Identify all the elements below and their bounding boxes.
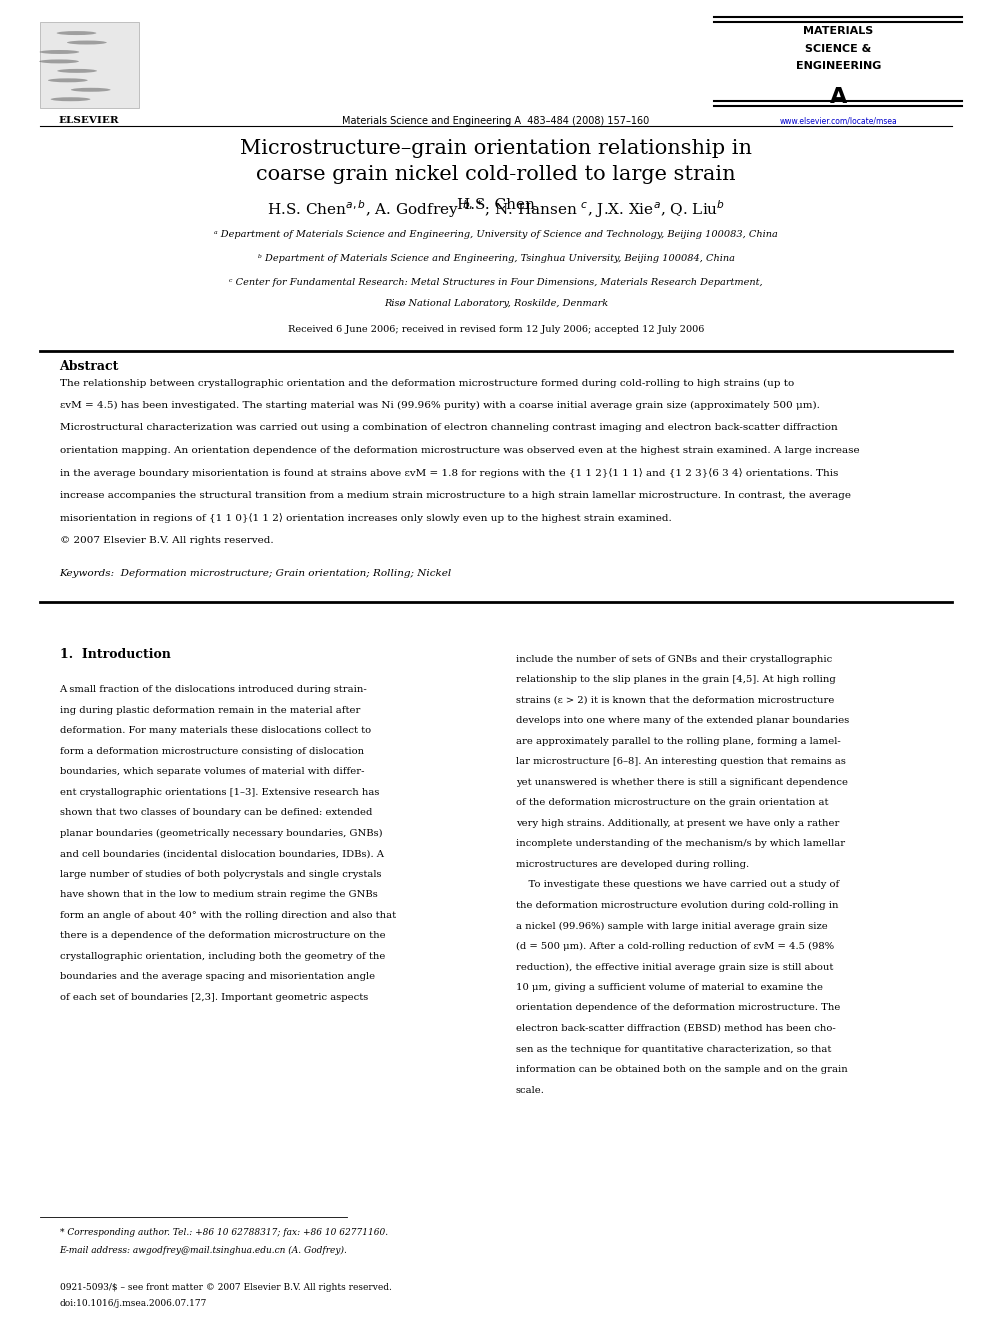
Text: Materials Science and Engineering A  483–484 (2008) 157–160: Materials Science and Engineering A 483–…	[342, 116, 650, 127]
Text: boundaries, which separate volumes of material with differ-: boundaries, which separate volumes of ma…	[60, 767, 364, 777]
Text: develops into one where many of the extended planar boundaries: develops into one where many of the exte…	[516, 717, 849, 725]
Text: and cell boundaries (incidental dislocation boundaries, IDBs). A: and cell boundaries (incidental dislocat…	[60, 849, 384, 859]
Text: ENGINEERING: ENGINEERING	[796, 61, 881, 71]
Text: microstructures are developed during rolling.: microstructures are developed during rol…	[516, 860, 749, 869]
Text: the deformation microstructure evolution during cold-rolling in: the deformation microstructure evolution…	[516, 901, 838, 910]
Text: strains (ε > 2) it is known that the deformation microstructure: strains (ε > 2) it is known that the def…	[516, 696, 834, 705]
FancyBboxPatch shape	[40, 22, 139, 108]
Text: Received 6 June 2006; received in revised form 12 July 2006; accepted 12 July 20: Received 6 June 2006; received in revise…	[288, 325, 704, 335]
Text: E-mail address: awgodfrey@mail.tsinghua.edu.cn (A. Godfrey).: E-mail address: awgodfrey@mail.tsinghua.…	[60, 1246, 347, 1256]
Text: shown that two classes of boundary can be defined: extended: shown that two classes of boundary can b…	[60, 808, 372, 818]
Text: 10 μm, giving a sufficient volume of material to examine the: 10 μm, giving a sufficient volume of mat…	[516, 983, 822, 992]
Text: orientation dependence of the deformation microstructure. The: orientation dependence of the deformatio…	[516, 1004, 840, 1012]
Text: (d = 500 μm). After a cold-rolling reduction of εvM = 4.5 (98%: (d = 500 μm). After a cold-rolling reduc…	[516, 942, 834, 951]
Text: form a deformation microstructure consisting of dislocation: form a deformation microstructure consis…	[60, 747, 364, 755]
Text: Keywords:  Deformation microstructure; Grain orientation; Rolling; Nickel: Keywords: Deformation microstructure; Gr…	[60, 569, 451, 578]
Text: reduction), the effective initial average grain size is still about: reduction), the effective initial averag…	[516, 963, 833, 971]
Ellipse shape	[50, 30, 89, 36]
Text: yet unanswered is whether there is still a significant dependence: yet unanswered is whether there is still…	[516, 778, 848, 787]
Text: increase accompanies the structural transition from a medium strain microstructu: increase accompanies the structural tran…	[60, 491, 850, 500]
Text: there is a dependence of the deformation microstructure on the: there is a dependence of the deformation…	[60, 931, 385, 941]
Text: εvM = 4.5) has been investigated. The starting material was Ni (99.96% purity) w: εvM = 4.5) has been investigated. The st…	[60, 401, 819, 410]
Text: The relationship between crystallographic orientation and the deformation micros: The relationship between crystallographi…	[60, 378, 794, 388]
Text: very high strains. Additionally, at present we have only a rather: very high strains. Additionally, at pres…	[516, 819, 839, 828]
Text: sen as the technique for quantitative characterization, so that: sen as the technique for quantitative ch…	[516, 1045, 831, 1053]
Text: ing during plastic deformation remain in the material after: ing during plastic deformation remain in…	[60, 706, 360, 714]
Text: misorientation in regions of {1 1 0}⟨1 1 2⟩ orientation increases only slowly ev: misorientation in regions of {1 1 0}⟨1 1…	[60, 513, 672, 523]
Text: information can be obtained both on the sample and on the grain: information can be obtained both on the …	[516, 1065, 847, 1074]
Text: are approximately parallel to the rolling plane, forming a lamel-: are approximately parallel to the rollin…	[516, 737, 840, 746]
Text: relationship to the slip planes in the grain [4,5]. At high rolling: relationship to the slip planes in the g…	[516, 676, 835, 684]
Text: 0921-5093/$ – see front matter © 2007 Elsevier B.V. All rights reserved.: 0921-5093/$ – see front matter © 2007 El…	[60, 1283, 392, 1293]
Text: A small fraction of the dislocations introduced during strain-: A small fraction of the dislocations int…	[60, 685, 367, 695]
Ellipse shape	[70, 60, 110, 64]
Text: Risø National Laboratory, Roskilde, Denmark: Risø National Laboratory, Roskilde, Denm…	[384, 299, 608, 308]
Text: electron back-scatter diffraction (EBSD) method has been cho-: electron back-scatter diffraction (EBSD)…	[516, 1024, 835, 1033]
Text: scale.: scale.	[516, 1086, 545, 1094]
Text: Microstructure–grain orientation relationship in: Microstructure–grain orientation relatio…	[240, 139, 752, 157]
Text: SCIENCE &: SCIENCE &	[806, 44, 871, 54]
Ellipse shape	[53, 50, 92, 54]
Text: of each set of boundaries [2,3]. Important geometric aspects: of each set of boundaries [2,3]. Importa…	[60, 994, 368, 1002]
Text: crystallographic orientation, including both the geometry of the: crystallographic orientation, including …	[60, 953, 385, 960]
Text: H.S. Chen$^{a,b}$, A. Godfrey $^{b,*}$, N. Hansen $^{c}$, J.X. Xie$^{a}$, Q. Liu: H.S. Chen$^{a,b}$, A. Godfrey $^{b,*}$, …	[267, 198, 725, 220]
Text: A: A	[829, 87, 847, 107]
Text: orientation mapping. An orientation dependence of the deformation microstructure: orientation mapping. An orientation depe…	[60, 446, 859, 455]
Text: Abstract: Abstract	[60, 360, 119, 373]
Text: lar microstructure [6–8]. An interesting question that remains as: lar microstructure [6–8]. An interesting…	[516, 758, 846, 766]
Text: ent crystallographic orientations [1–3]. Extensive research has: ent crystallographic orientations [1–3].…	[60, 789, 379, 796]
Text: doi:10.1016/j.msea.2006.07.177: doi:10.1016/j.msea.2006.07.177	[60, 1299, 207, 1308]
Text: in the average boundary misorientation is found at strains above εvM = 1.8 for r: in the average boundary misorientation i…	[60, 468, 838, 478]
Text: Microstructural characterization was carried out using a combination of electron: Microstructural characterization was car…	[60, 423, 837, 433]
Text: To investigate these questions we have carried out a study of: To investigate these questions we have c…	[516, 881, 839, 889]
Text: have shown that in the low to medium strain regime the GNBs: have shown that in the low to medium str…	[60, 890, 377, 900]
Text: ELSEVIER: ELSEVIER	[59, 116, 120, 126]
Text: deformation. For many materials these dislocations collect to: deformation. For many materials these di…	[60, 726, 371, 736]
Ellipse shape	[57, 78, 96, 82]
Text: ᶜ Center for Fundamental Research: Metal Structures in Four Dimensions, Material: ᶜ Center for Fundamental Research: Metal…	[229, 278, 763, 287]
Text: MATERIALS: MATERIALS	[804, 26, 873, 37]
Text: incomplete understanding of the mechanism/s by which lamellar: incomplete understanding of the mechanis…	[516, 840, 845, 848]
Text: ᵃ Department of Materials Science and Engineering, University of Science and Tec: ᵃ Department of Materials Science and En…	[214, 230, 778, 239]
Text: ᵇ Department of Materials Science and Engineering, Tsinghua University, Beijing : ᵇ Department of Materials Science and En…	[258, 254, 734, 263]
Text: * Corresponding author. Tel.: +86 10 62788317; fax: +86 10 62771160.: * Corresponding author. Tel.: +86 10 627…	[60, 1228, 388, 1237]
Text: a nickel (99.96%) sample with large initial average grain size: a nickel (99.96%) sample with large init…	[516, 922, 827, 930]
Text: planar boundaries (geometrically necessary boundaries, GNBs): planar boundaries (geometrically necessa…	[60, 830, 382, 837]
Text: © 2007 Elsevier B.V. All rights reserved.: © 2007 Elsevier B.V. All rights reserved…	[60, 536, 273, 545]
Text: boundaries and the average spacing and misorientation angle: boundaries and the average spacing and m…	[60, 972, 375, 982]
Text: of the deformation microstructure on the grain orientation at: of the deformation microstructure on the…	[516, 799, 828, 807]
Ellipse shape	[43, 87, 82, 91]
Text: coarse grain nickel cold-rolled to large strain: coarse grain nickel cold-rolled to large…	[256, 165, 736, 184]
Ellipse shape	[42, 69, 81, 73]
Text: H.S. Chen: H.S. Chen	[457, 198, 535, 213]
Text: include the number of sets of GNBs and their crystallographic: include the number of sets of GNBs and t…	[516, 655, 832, 664]
Text: large number of studies of both polycrystals and single crystals: large number of studies of both polycrys…	[60, 871, 381, 878]
Ellipse shape	[64, 41, 104, 45]
Text: www.elsevier.com/locate/msea: www.elsevier.com/locate/msea	[780, 116, 897, 126]
Text: 1.  Introduction: 1. Introduction	[60, 648, 171, 662]
Ellipse shape	[54, 97, 93, 101]
Text: form an angle of about 40° with the rolling direction and also that: form an angle of about 40° with the roll…	[60, 912, 396, 919]
